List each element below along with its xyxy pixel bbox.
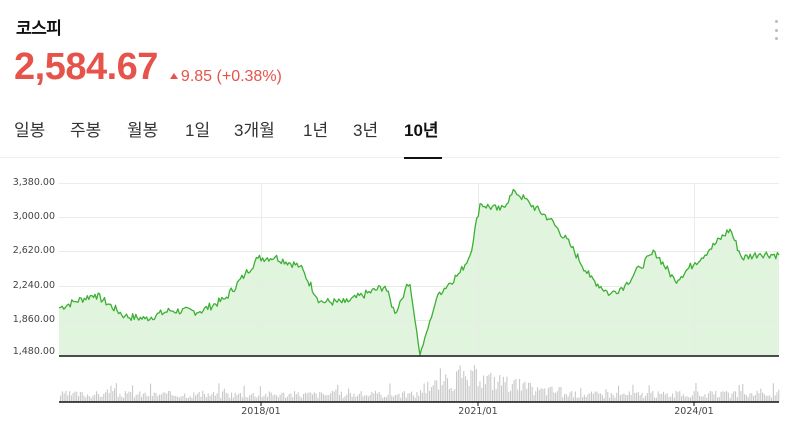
tab-10years[interactable]: 10년 xyxy=(404,121,439,140)
tab-weekly[interactable]: 주봉 xyxy=(70,121,102,140)
index-title: 코스피 xyxy=(16,19,62,39)
tab-3years[interactable]: 3년 xyxy=(353,121,379,140)
y-tick-label: 1,480.00 xyxy=(12,346,55,357)
tab-1day[interactable]: 1일 xyxy=(185,121,211,140)
x-tick-label: 2018/01 xyxy=(241,406,281,417)
change-value: 9.85 xyxy=(180,68,213,85)
tab-monthly[interactable]: 월봉 xyxy=(127,121,159,140)
y-tick-label: 3,000.00 xyxy=(12,211,55,222)
tab-daily[interactable]: 일봉 xyxy=(14,121,46,140)
more-options-icon[interactable] xyxy=(773,20,779,40)
active-tab-indicator xyxy=(404,157,442,159)
tab-3months[interactable]: 3개월 xyxy=(234,121,275,140)
y-tick-label: 2,240.00 xyxy=(12,280,55,291)
tab-1year[interactable]: 1년 xyxy=(303,121,329,140)
y-tick-label: 2,620.00 xyxy=(12,245,55,256)
price-change: 9.85 (+0.38%) xyxy=(169,68,282,86)
triangle-up-icon xyxy=(169,73,178,79)
x-tick-label: 2021/01 xyxy=(458,406,498,417)
quote-row: 2,584.67 9.85 (+0.38%) xyxy=(14,46,282,89)
change-percent: (+0.38%) xyxy=(216,68,282,85)
current-price: 2,584.67 xyxy=(14,46,158,88)
y-tick-label: 1,860.00 xyxy=(12,314,55,325)
x-tick-label: 2024/01 xyxy=(674,406,714,417)
period-tabs: 일봉 주봉 월봉 1일 3개월 1년 3년 10년 xyxy=(0,116,780,158)
y-tick-label: 3,380.00 xyxy=(12,177,55,188)
